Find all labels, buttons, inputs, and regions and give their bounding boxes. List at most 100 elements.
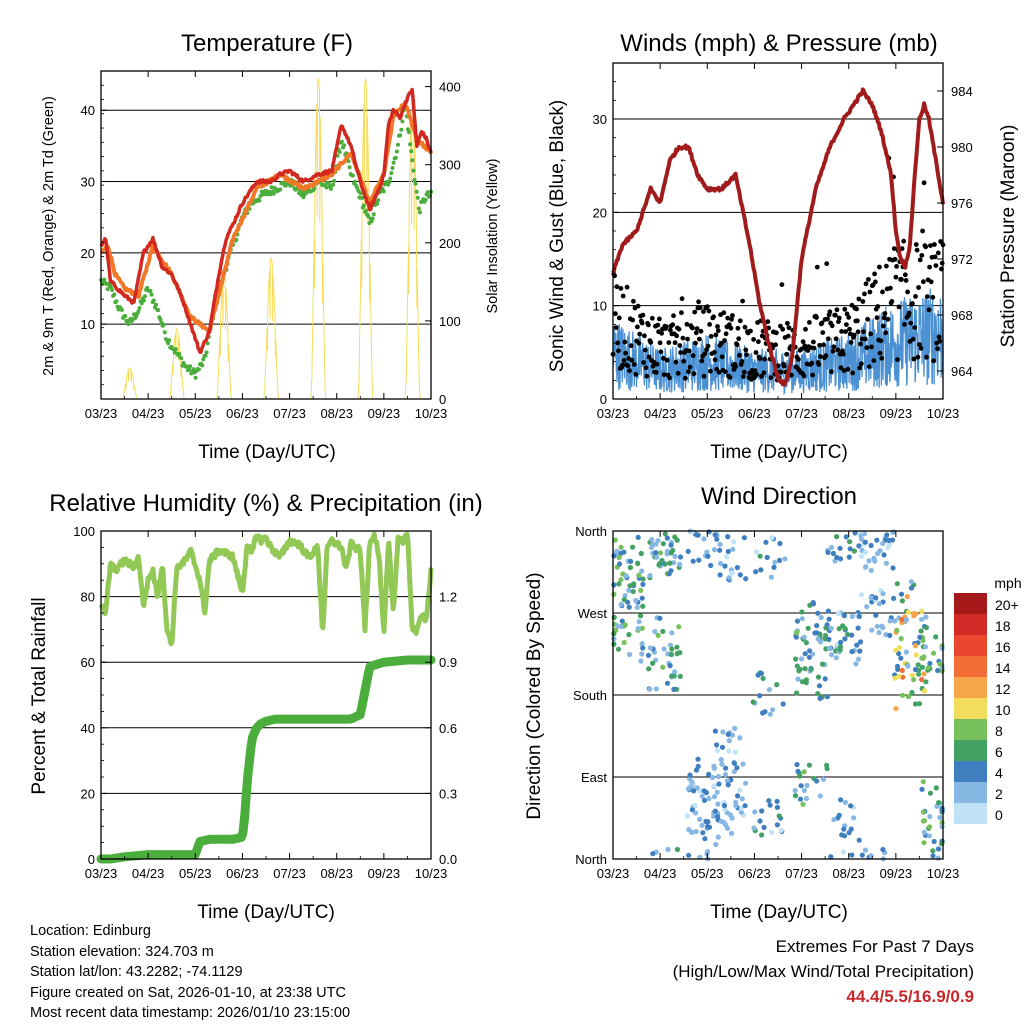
gust-point xyxy=(682,375,688,381)
wind-direction-point xyxy=(905,609,912,615)
dewpoint-point xyxy=(371,212,376,217)
x-tick-label: 06/23 xyxy=(738,866,771,881)
wind-direction-point xyxy=(921,654,927,660)
gust-point xyxy=(827,309,833,315)
wind-direction-point xyxy=(669,646,675,652)
wind-direction-point xyxy=(711,547,718,553)
wind-direction-point xyxy=(755,672,761,678)
wind-direction-point xyxy=(660,628,666,635)
gust-point xyxy=(810,372,815,378)
humidity-panel: Relative Humidity (%) & Precipitation (i… xyxy=(29,490,483,923)
wind-direction-point xyxy=(719,744,726,750)
wind-direction-point xyxy=(646,666,652,672)
dewpoint-point xyxy=(105,287,110,292)
gust-point xyxy=(811,345,817,351)
gust-point xyxy=(613,325,619,330)
wind-direction-point xyxy=(626,632,632,638)
wind-direction-point xyxy=(645,652,652,658)
wind-direction-point xyxy=(671,686,677,693)
gust-point xyxy=(668,327,673,333)
wind-direction-point xyxy=(887,618,893,624)
wind-direction-point xyxy=(920,818,927,824)
x-tick-label: 05/23 xyxy=(179,866,212,881)
temperature-panel: Temperature (F) Time (Day/UTC) 2m & 9m T… xyxy=(41,30,501,463)
wind-direction-point xyxy=(927,660,933,667)
humidity-frame xyxy=(100,530,432,860)
wind-direction-point xyxy=(743,576,749,582)
gust-point xyxy=(915,354,921,360)
colorbar-swatch xyxy=(954,761,987,782)
wind-direction-point xyxy=(814,778,820,784)
gust-point xyxy=(774,330,779,336)
gust-point xyxy=(631,298,636,304)
wind-direction-point xyxy=(898,591,905,597)
x-tick-label: 10/23 xyxy=(927,406,960,421)
gust-point xyxy=(910,301,915,306)
wind-direction-point xyxy=(657,550,664,556)
wind-direction-point xyxy=(936,800,942,806)
y-tick-label: 40 xyxy=(81,721,95,736)
wind-direction-point xyxy=(669,630,675,636)
wind-direction-point xyxy=(809,651,816,657)
gust-point xyxy=(784,351,789,357)
wind-direction-point xyxy=(626,587,632,593)
wind-direction-point xyxy=(908,579,915,585)
wind-direction-point xyxy=(797,773,803,779)
wind-direction-point xyxy=(927,790,934,796)
winds-xlabel: Time (Day/UTC) xyxy=(710,442,848,463)
wind-direction-point xyxy=(855,625,861,631)
y-right-tick-label: 0.3 xyxy=(439,786,457,801)
dewpoint-point xyxy=(191,367,196,372)
gust-point xyxy=(785,320,790,326)
wind-direction-point xyxy=(873,595,879,601)
wind-direction-point xyxy=(846,554,852,560)
colorbar-label: 4 xyxy=(995,765,1003,781)
wind-direction-point xyxy=(763,539,769,545)
wind-direction-point xyxy=(911,677,917,683)
dewpoint-point xyxy=(257,198,262,203)
gust-point xyxy=(670,322,676,328)
gust-point xyxy=(712,349,717,355)
gust-point xyxy=(737,353,742,358)
wind-direction-point xyxy=(899,598,906,604)
wind-direction-point xyxy=(899,667,905,674)
wind-direction-point xyxy=(935,855,941,861)
wind-direction-point xyxy=(919,664,926,670)
wind-direction-point xyxy=(711,763,717,769)
dewpoint-point xyxy=(400,119,405,124)
gust-point xyxy=(796,357,801,362)
gust-point xyxy=(748,328,753,334)
gust-point xyxy=(659,330,665,336)
wind-direction-point xyxy=(926,833,933,839)
gust-point xyxy=(865,316,870,322)
dewpoint-point xyxy=(114,299,119,304)
wind-direction-point xyxy=(654,554,660,560)
wind-direction-point xyxy=(797,796,804,802)
wind-direction-point xyxy=(894,627,900,634)
wind-direction-point xyxy=(742,803,748,809)
wind-direction-point xyxy=(653,550,659,556)
gust-point xyxy=(727,375,733,380)
wind-direction-ylabel: Direction (Colored By Speed) xyxy=(524,572,545,819)
gust-point xyxy=(653,370,659,375)
x-tick-label: 08/23 xyxy=(832,866,865,881)
wind-direction-point xyxy=(640,576,646,582)
wind-direction-point xyxy=(792,793,799,799)
gust-point xyxy=(675,370,681,376)
wind-direction-point xyxy=(913,652,919,658)
dewpoint-point xyxy=(269,185,274,190)
wind-direction-point xyxy=(639,641,645,647)
wind-direction-point xyxy=(815,610,821,616)
wind-direction-point xyxy=(793,630,800,636)
wind-direction-point xyxy=(618,577,624,583)
relative-humidity-line xyxy=(98,531,434,647)
wind-direction-point xyxy=(826,616,832,622)
gust-point xyxy=(646,322,651,328)
y-tick-label: 40 xyxy=(81,103,95,118)
gust-point xyxy=(744,352,749,358)
wind-direction-point xyxy=(636,572,642,578)
wind-direction-point xyxy=(635,534,641,540)
wind-direction-point xyxy=(622,622,628,628)
gust-point xyxy=(896,304,902,310)
gust-point xyxy=(752,375,757,381)
